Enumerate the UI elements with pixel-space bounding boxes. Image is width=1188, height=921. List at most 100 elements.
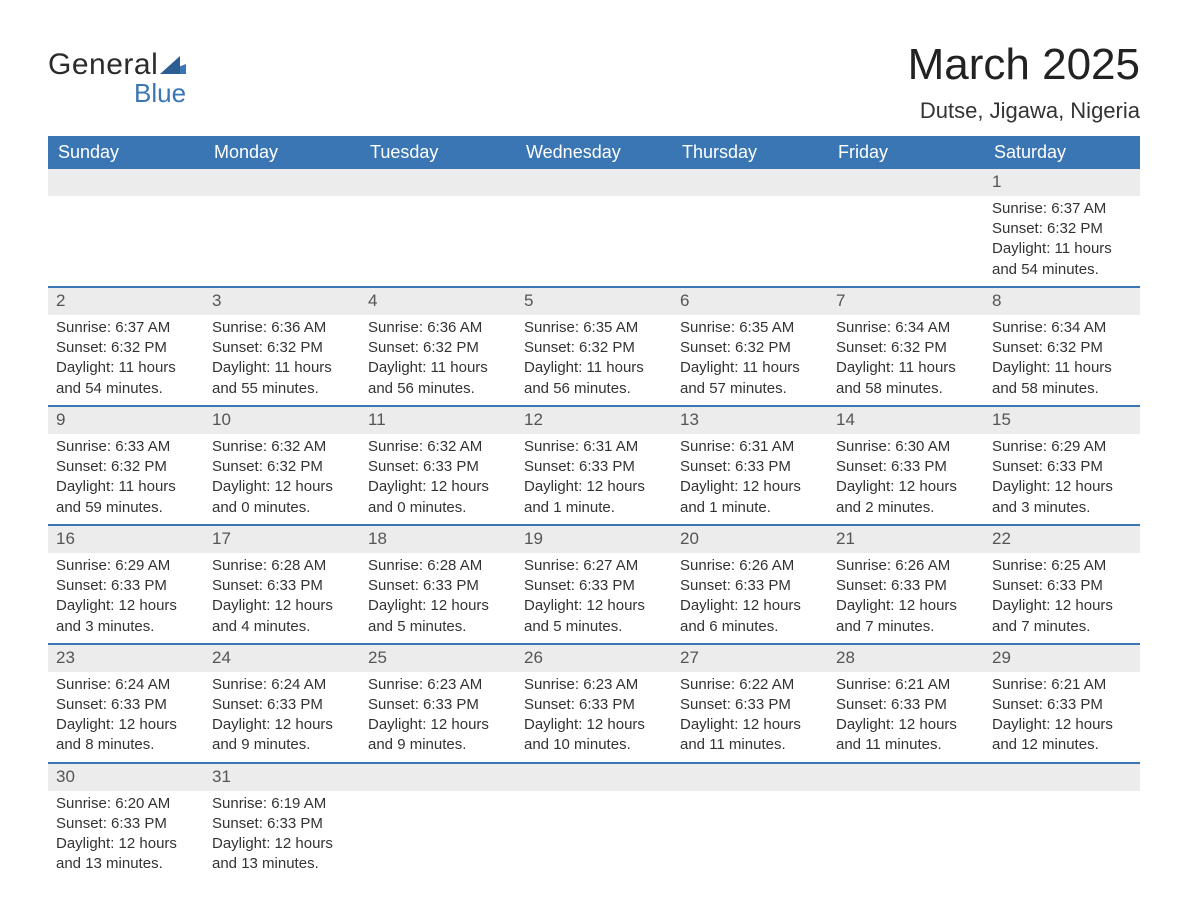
sunrise-text: Sunrise: 6:25 AM: [992, 556, 1132, 576]
day-body: [360, 791, 516, 800]
daylight-text: Daylight: 12 hours: [680, 477, 820, 497]
calendar-day-cell: [828, 169, 984, 287]
day-number: 11: [360, 407, 516, 434]
daylight-text: Daylight: 11 hours: [680, 358, 820, 378]
daylight-text: Daylight: 12 hours: [212, 834, 352, 854]
daylight-text: and 5 minutes.: [524, 617, 664, 637]
day-header: Thursday: [672, 136, 828, 169]
day-number: [516, 169, 672, 196]
day-body: Sunrise: 6:37 AMSunset: 6:32 PMDaylight:…: [984, 196, 1140, 286]
sunrise-text: Sunrise: 6:21 AM: [992, 675, 1132, 695]
daylight-text: and 54 minutes.: [56, 379, 196, 399]
day-body: Sunrise: 6:23 AMSunset: 6:33 PMDaylight:…: [516, 672, 672, 762]
day-number: [828, 764, 984, 791]
day-number: 21: [828, 526, 984, 553]
sunset-text: Sunset: 6:33 PM: [836, 457, 976, 477]
calendar-day-cell: 11Sunrise: 6:32 AMSunset: 6:33 PMDayligh…: [360, 406, 516, 525]
daylight-text: Daylight: 12 hours: [524, 477, 664, 497]
daylight-text: and 56 minutes.: [524, 379, 664, 399]
sunset-text: Sunset: 6:32 PM: [56, 457, 196, 477]
sunset-text: Sunset: 6:32 PM: [836, 338, 976, 358]
calendar-day-cell: 23Sunrise: 6:24 AMSunset: 6:33 PMDayligh…: [48, 644, 204, 763]
day-number: 3: [204, 288, 360, 315]
daylight-text: Daylight: 11 hours: [212, 358, 352, 378]
day-body: Sunrise: 6:33 AMSunset: 6:32 PMDaylight:…: [48, 434, 204, 524]
sunset-text: Sunset: 6:32 PM: [212, 338, 352, 358]
day-header: Monday: [204, 136, 360, 169]
day-body: [672, 196, 828, 205]
daylight-text: and 10 minutes.: [524, 735, 664, 755]
calendar-day-cell: 27Sunrise: 6:22 AMSunset: 6:33 PMDayligh…: [672, 644, 828, 763]
day-number: [672, 169, 828, 196]
day-body: Sunrise: 6:25 AMSunset: 6:33 PMDaylight:…: [984, 553, 1140, 643]
sunrise-text: Sunrise: 6:19 AM: [212, 794, 352, 814]
day-body: Sunrise: 6:27 AMSunset: 6:33 PMDaylight:…: [516, 553, 672, 643]
day-body: Sunrise: 6:24 AMSunset: 6:33 PMDaylight:…: [204, 672, 360, 762]
calendar-week-row: 2Sunrise: 6:37 AMSunset: 6:32 PMDaylight…: [48, 287, 1140, 406]
logo-word-blue: Blue: [134, 78, 186, 109]
daylight-text: Daylight: 12 hours: [56, 596, 196, 616]
calendar-day-cell: 31 Sunrise: 6:19 AMSunset: 6:33 PMDayligh…: [204, 763, 360, 881]
calendar-day-cell: 8Sunrise: 6:34 AMSunset: 6:32 PMDaylight…: [984, 287, 1140, 406]
daylight-text: and 11 minutes.: [836, 735, 976, 755]
sunrise-text: Sunrise: 6:32 AM: [212, 437, 352, 457]
day-body: Sunrise: 6:36 AMSunset: 6:32 PMDaylight:…: [360, 315, 516, 405]
calendar-day-cell: 22Sunrise: 6:25 AMSunset: 6:33 PMDayligh…: [984, 525, 1140, 644]
daylight-text: Daylight: 12 hours: [524, 596, 664, 616]
sunrise-text: Sunrise: 6:29 AM: [56, 556, 196, 576]
sunrise-text: Sunrise: 6:24 AM: [212, 675, 352, 695]
daylight-text: and 3 minutes.: [992, 498, 1132, 518]
day-number: 8: [984, 288, 1140, 315]
day-header: Sunday: [48, 136, 204, 169]
day-number: 7: [828, 288, 984, 315]
flag-icon: [160, 56, 186, 74]
sunrise-text: Sunrise: 6:31 AM: [524, 437, 664, 457]
day-number: 30: [48, 764, 204, 791]
sunrise-text: Sunrise: 6:28 AM: [212, 556, 352, 576]
sunrise-text: Sunrise: 6:20 AM: [56, 794, 196, 814]
calendar-day-cell: 25Sunrise: 6:23 AMSunset: 6:33 PMDayligh…: [360, 644, 516, 763]
day-body: Sunrise: 6:28 AMSunset: 6:33 PMDaylight:…: [204, 553, 360, 643]
day-body: Sunrise: 6:36 AMSunset: 6:32 PMDaylight:…: [204, 315, 360, 405]
calendar-day-cell: 30Sunrise: 6:20 AMSunset: 6:33 PMDayligh…: [48, 763, 204, 881]
day-number: 23: [48, 645, 204, 672]
sunset-text: Sunset: 6:33 PM: [368, 576, 508, 596]
logo: General Blue: [48, 48, 186, 109]
calendar-day-cell: 28Sunrise: 6:21 AMSunset: 6:33 PMDayligh…: [828, 644, 984, 763]
day-body: Sunrise: 6:35 AMSunset: 6:32 PMDaylight:…: [516, 315, 672, 405]
daylight-text: Daylight: 12 hours: [56, 834, 196, 854]
day-body: Sunrise: 6:20 AMSunset: 6:33 PMDaylight:…: [48, 791, 204, 881]
sunrise-text: Sunrise: 6:29 AM: [992, 437, 1132, 457]
daylight-text: and 6 minutes.: [680, 617, 820, 637]
calendar-day-cell: 14Sunrise: 6:30 AMSunset: 6:33 PMDayligh…: [828, 406, 984, 525]
daylight-text: and 58 minutes.: [836, 379, 976, 399]
day-body: Sunrise: 6:29 AMSunset: 6:33 PMDaylight:…: [48, 553, 204, 643]
sunset-text: Sunset: 6:33 PM: [212, 814, 352, 834]
sunset-text: Sunset: 6:33 PM: [524, 576, 664, 596]
day-number: 31: [204, 764, 360, 791]
daylight-text: Daylight: 12 hours: [212, 715, 352, 735]
day-body: [48, 196, 204, 205]
daylight-text: and 0 minutes.: [212, 498, 352, 518]
calendar-week-row: 30Sunrise: 6:20 AMSunset: 6:33 PMDayligh…: [48, 763, 1140, 881]
day-number: 27: [672, 645, 828, 672]
daylight-text: Daylight: 12 hours: [836, 596, 976, 616]
day-body: Sunrise: 6:28 AMSunset: 6:33 PMDaylight:…: [360, 553, 516, 643]
day-body: [828, 791, 984, 800]
daylight-text: Daylight: 12 hours: [368, 715, 508, 735]
day-number: 5: [516, 288, 672, 315]
daylight-text: Daylight: 12 hours: [212, 477, 352, 497]
day-body: Sunrise: 6:26 AMSunset: 6:33 PMDaylight:…: [828, 553, 984, 643]
sunset-text: Sunset: 6:33 PM: [680, 695, 820, 715]
calendar-day-cell: [516, 763, 672, 881]
day-body: [204, 196, 360, 205]
calendar-day-cell: 3Sunrise: 6:36 AMSunset: 6:32 PMDaylight…: [204, 287, 360, 406]
day-header: Friday: [828, 136, 984, 169]
calendar-day-cell: 2Sunrise: 6:37 AMSunset: 6:32 PMDaylight…: [48, 287, 204, 406]
day-number: [984, 764, 1140, 791]
day-number: 12: [516, 407, 672, 434]
day-body: Sunrise: 6:31 AMSunset: 6:33 PMDaylight:…: [672, 434, 828, 524]
day-number: 17: [204, 526, 360, 553]
calendar-day-cell: [360, 169, 516, 287]
daylight-text: and 57 minutes.: [680, 379, 820, 399]
